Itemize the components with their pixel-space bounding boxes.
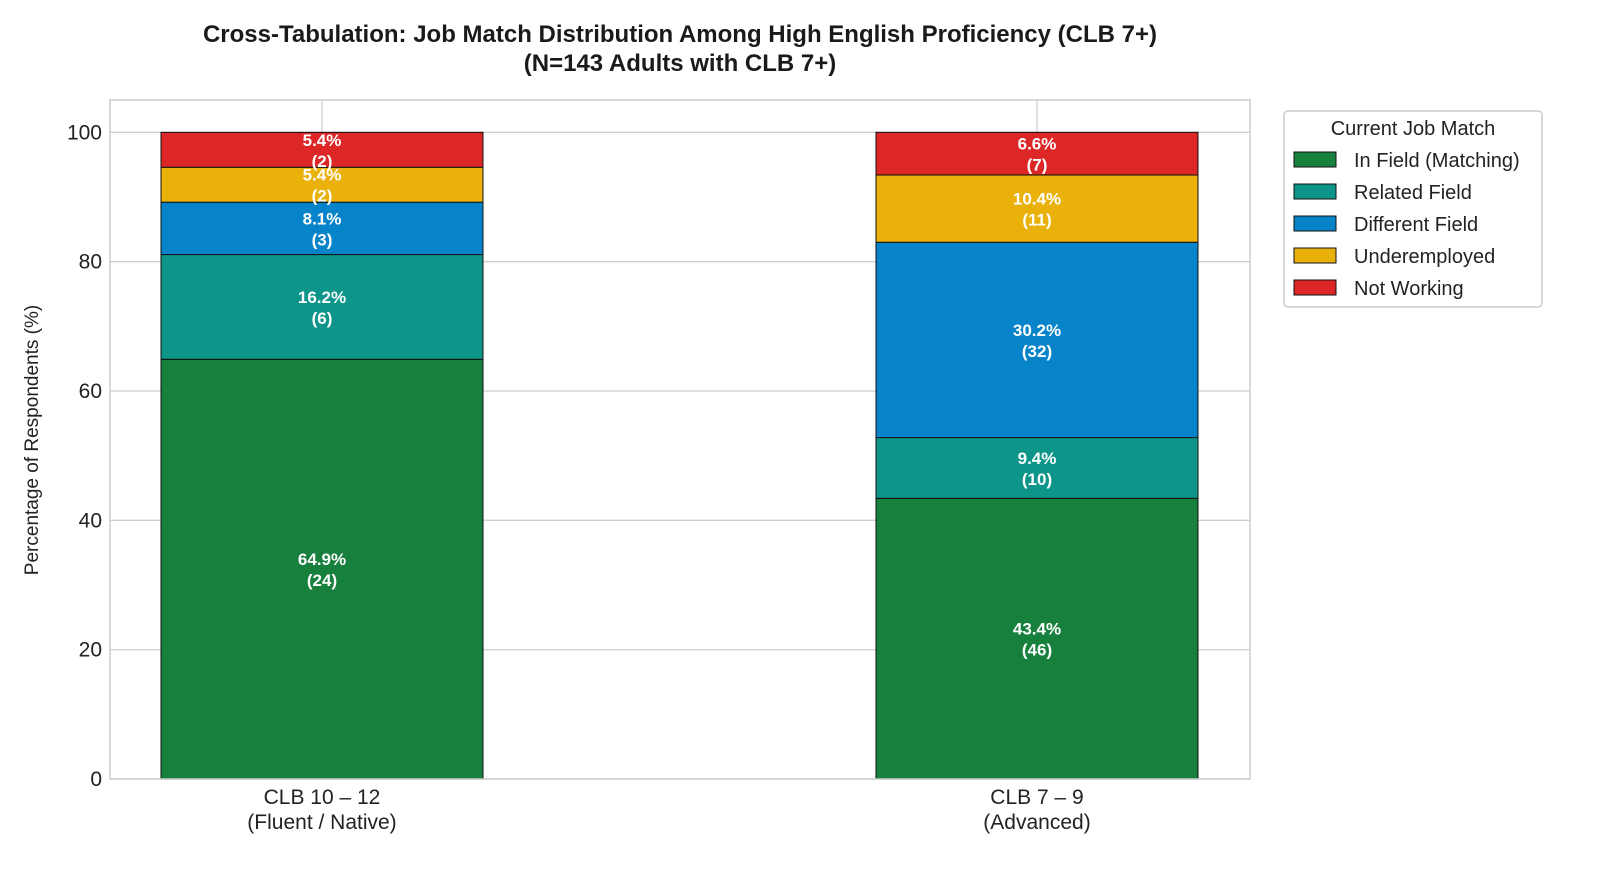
segment-count-label: (32) xyxy=(1022,342,1052,361)
legend-entry-label: Underemployed xyxy=(1354,246,1495,268)
legend-title: Current Job Match xyxy=(1331,118,1496,140)
y-tick-label: 60 xyxy=(79,380,102,403)
segment-percent-label: 30.2% xyxy=(1013,321,1061,340)
y-tick-label: 80 xyxy=(79,251,102,274)
chart-subtitle: (N=143 Adults with CLB 7+) xyxy=(524,50,837,77)
plot-frame xyxy=(109,99,1251,780)
legend-entry-label: Related Field xyxy=(1354,182,1472,204)
bar-segment xyxy=(160,201,484,256)
segment-percent-label: 5.4% xyxy=(303,166,342,185)
bar-segment xyxy=(875,131,1199,176)
bar-segment xyxy=(875,437,1199,499)
chart-title: Cross-Tabulation: Job Match Distribution… xyxy=(203,21,1157,48)
x-tick-label: CLB 10 – 12 xyxy=(264,786,381,809)
bar-segment xyxy=(160,166,484,203)
bar-segment xyxy=(160,131,484,168)
segment-percent-label: 16.2% xyxy=(298,288,346,307)
bar-segment xyxy=(875,174,1199,243)
legend-swatch xyxy=(1293,279,1337,296)
x-tick-sublabel: (Advanced) xyxy=(983,811,1090,834)
segment-percent-label: 64.9% xyxy=(298,550,346,569)
segment-count-label: (3) xyxy=(312,230,333,249)
legend-entry-label: Not Working xyxy=(1354,278,1464,300)
bar-segment xyxy=(160,358,484,780)
segment-count-label: (46) xyxy=(1022,641,1052,660)
legend: Current Job Match In Field (Matching) Rel… xyxy=(1283,110,1543,308)
y-tick-label: 40 xyxy=(79,509,102,532)
y-tick-label: 100 xyxy=(67,121,102,144)
segment-percent-label: 6.6% xyxy=(1018,135,1057,154)
x-tick-label: CLB 7 – 9 xyxy=(990,786,1083,809)
segment-count-label: (10) xyxy=(1022,470,1052,489)
bar-segment xyxy=(875,497,1199,780)
legend-frame xyxy=(1283,110,1543,308)
plot-area: 0 20 40 60 80 100 64.9% (24) 16.2% (6) 8.1% (3) 5.4%… xyxy=(67,99,1251,834)
legend-entry-label: Different Field xyxy=(1354,214,1478,236)
segment-count-label: (2) xyxy=(312,187,333,206)
segment-percent-label: 5.4% xyxy=(303,131,342,150)
segment-percent-label: 10.4% xyxy=(1013,190,1061,209)
segment-count-label: (11) xyxy=(1022,211,1051,230)
bar-segment xyxy=(160,254,484,360)
segment-count-label: (24) xyxy=(307,571,337,590)
segment-percent-label: 9.4% xyxy=(1018,449,1057,468)
y-tick-label: 20 xyxy=(79,639,102,662)
segment-percent-label: 8.1% xyxy=(303,209,342,228)
legend-swatch xyxy=(1293,151,1337,168)
segment-count-label: (7) xyxy=(1027,156,1048,175)
legend-entry-label: In Field (Matching) xyxy=(1354,150,1520,172)
y-tick-label: 0 xyxy=(90,768,102,791)
segment-count-label: (6) xyxy=(312,309,333,328)
x-tick-sublabel: (Fluent / Native) xyxy=(247,811,396,834)
legend-swatch xyxy=(1293,183,1337,200)
y-axis-label: Percentage of Respondents (%) xyxy=(22,305,43,575)
legend-swatch xyxy=(1293,215,1337,232)
segment-percent-label: 43.4% xyxy=(1013,620,1061,639)
legend-swatch xyxy=(1293,247,1337,264)
segment-count-label: (2) xyxy=(312,152,333,171)
